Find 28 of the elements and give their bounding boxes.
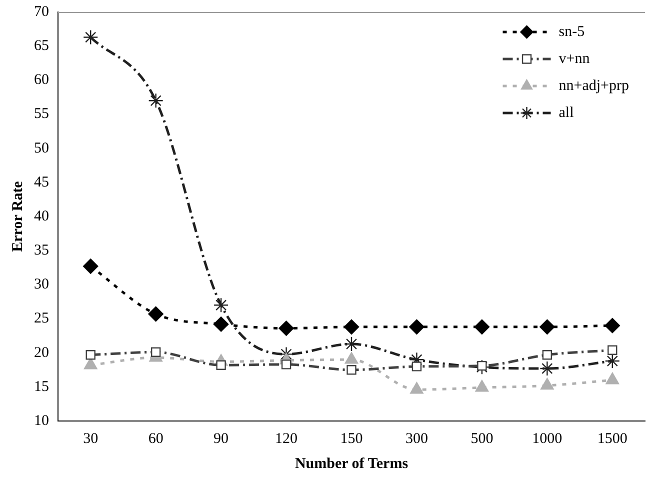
legend-label: nn+adj+prp [558,78,630,94]
y-axis-title: Error Rate [10,180,26,252]
legend-label: all [558,104,574,121]
x-axis-title: Number of Terms [294,456,408,472]
y-tick-label: 30 [34,276,49,293]
y-tick-label: 50 [34,140,49,156]
y-tick-label: 45 [34,174,49,190]
x-tick-label: 1500 [597,430,628,447]
y-tick-label: 35 [34,242,49,259]
x-tick-label: 300 [405,430,428,447]
y-tick-label: 15 [34,378,49,395]
y-tick-label: 70 [34,4,49,20]
x-tick-label: 500 [470,430,494,447]
x-tick-label: 30 [83,430,98,447]
x-tick-label: 90 [214,430,229,447]
y-tick-label: 20 [34,344,49,361]
y-tick-label: 40 [34,208,49,224]
y-tick-label: 65 [34,38,49,54]
x-tick-label: 120 [275,430,298,447]
y-tick-label: 10 [34,412,49,429]
x-tick-label: 1000 [532,430,562,447]
y-tick-label: 55 [34,106,49,122]
x-tick-label: 150 [340,430,363,447]
legend-label: sn-5 [558,24,585,40]
y-tick-label: 60 [34,72,49,88]
x-tick-label: 60 [148,430,164,447]
legend-label: v+nn [558,50,590,67]
y-tick-label: 25 [34,310,49,327]
